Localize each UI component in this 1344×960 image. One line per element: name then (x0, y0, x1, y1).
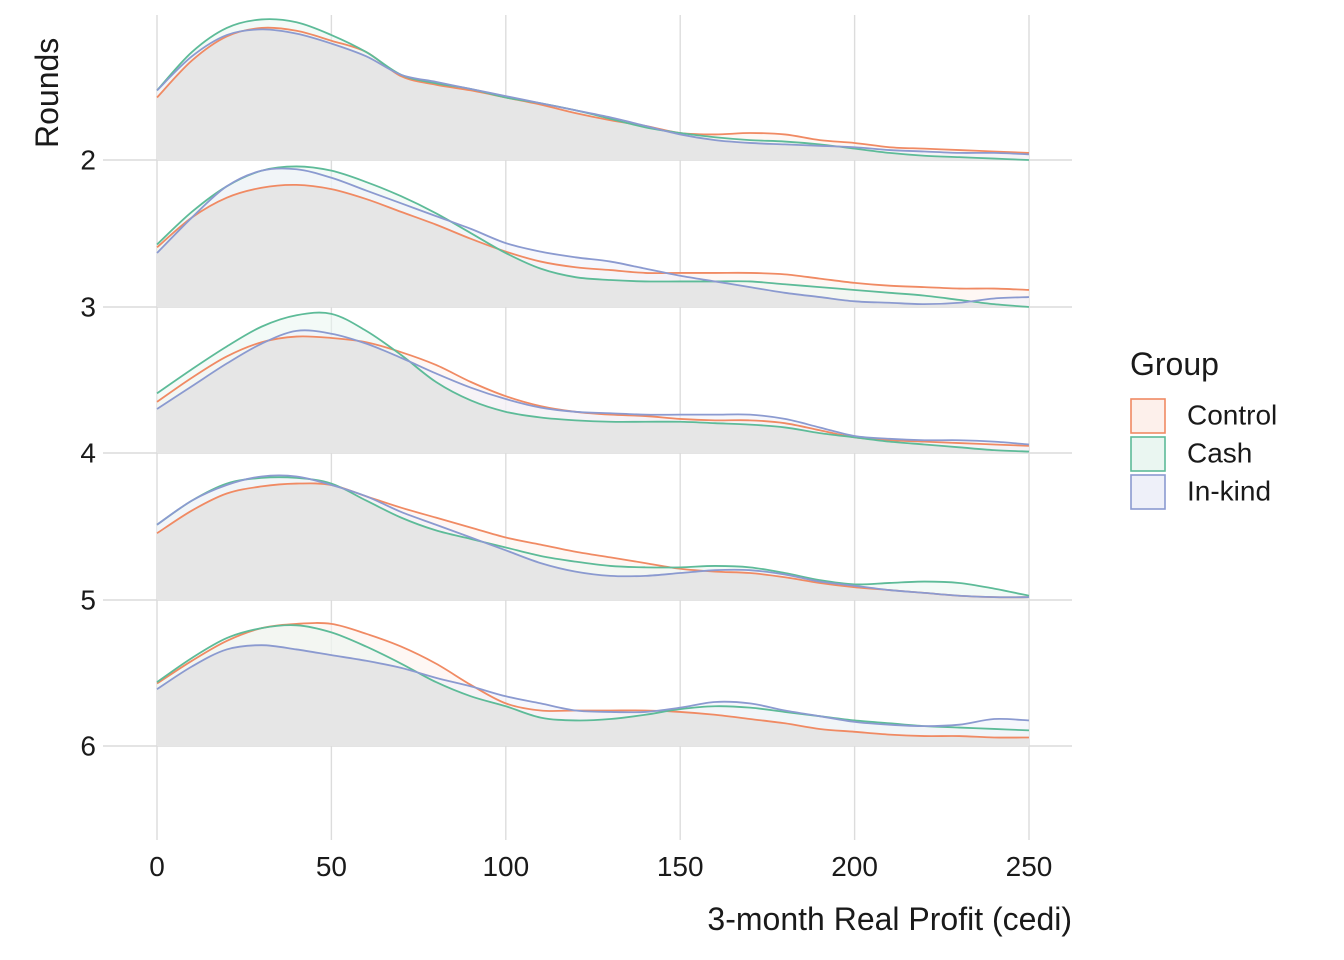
y-tick-label-round-3: 3 (80, 291, 96, 322)
y-tick-label-round-2: 2 (80, 144, 96, 175)
density-line-in-kind-round-4 (156, 329, 1030, 446)
density-line-in-kind-round-6 (156, 644, 1030, 728)
legend-label-in-kind: In-kind (1187, 475, 1271, 506)
x-tick-label-100: 100 (482, 851, 529, 882)
x-axis-title: 3-month Real Profit (cedi) (707, 901, 1072, 937)
y-tick-label-round-5: 5 (80, 584, 96, 615)
ridge-layer: 2 3 4 5 6 (80, 18, 1072, 761)
y-tick-label-round-4: 4 (80, 437, 96, 468)
x-tick-label-250: 250 (1006, 851, 1053, 882)
density-overlap-round-2 (157, 29, 1029, 161)
ridge-round-5: 5 (80, 474, 1072, 615)
axis-layer: 0 50 100 150 200 250 (149, 851, 1052, 882)
legend-key-in-kind (1130, 474, 1166, 510)
legend: Group Control Cash In-kind (1130, 346, 1277, 510)
density-line-in-kind-round-3 (156, 167, 1030, 306)
legend-label-cash: Cash (1187, 437, 1252, 468)
density-line-in-kind-round-5 (156, 474, 1030, 599)
density-overlap-round-3 (157, 184, 1029, 307)
density-line-in-kind-round-2 (156, 28, 1030, 156)
ridge-round-2: 2 (80, 18, 1072, 175)
density-line-cash-round-5 (156, 476, 1030, 597)
y-axis-title: Rounds (29, 38, 65, 148)
legend-label-control: Control (1187, 399, 1277, 430)
legend-item-control: Control (1130, 398, 1277, 434)
density-overlap-round-5 (157, 483, 1029, 600)
legend-key-control (1130, 398, 1166, 434)
density-overlap-round-6 (157, 645, 1029, 746)
x-tick-label-200: 200 (831, 851, 878, 882)
density-line-control-round-2 (156, 26, 1030, 154)
x-tick-label-50: 50 (316, 851, 347, 882)
density-line-cash-round-6 (156, 624, 1030, 732)
density-line-cash-round-3 (156, 165, 1030, 308)
x-tick-label-0: 0 (149, 851, 165, 882)
density-overlap-round-4 (157, 336, 1029, 453)
x-tick-label-150: 150 (657, 851, 704, 882)
legend-entries: Control Cash In-kind (1130, 398, 1277, 510)
legend-item-in-kind: In-kind (1130, 474, 1271, 510)
density-line-cash-round-4 (156, 311, 1030, 453)
y-tick-label-round-6: 6 (80, 730, 96, 761)
legend-key-cash (1130, 436, 1166, 472)
density-line-control-round-6 (156, 622, 1030, 739)
legend-item-cash: Cash (1130, 436, 1252, 472)
density-line-control-round-3 (156, 183, 1030, 291)
ridge-round-4: 4 (80, 311, 1072, 468)
legend-title: Group (1130, 346, 1219, 382)
ridge-round-3: 3 (80, 165, 1072, 322)
ridge-round-6: 6 (80, 622, 1072, 761)
